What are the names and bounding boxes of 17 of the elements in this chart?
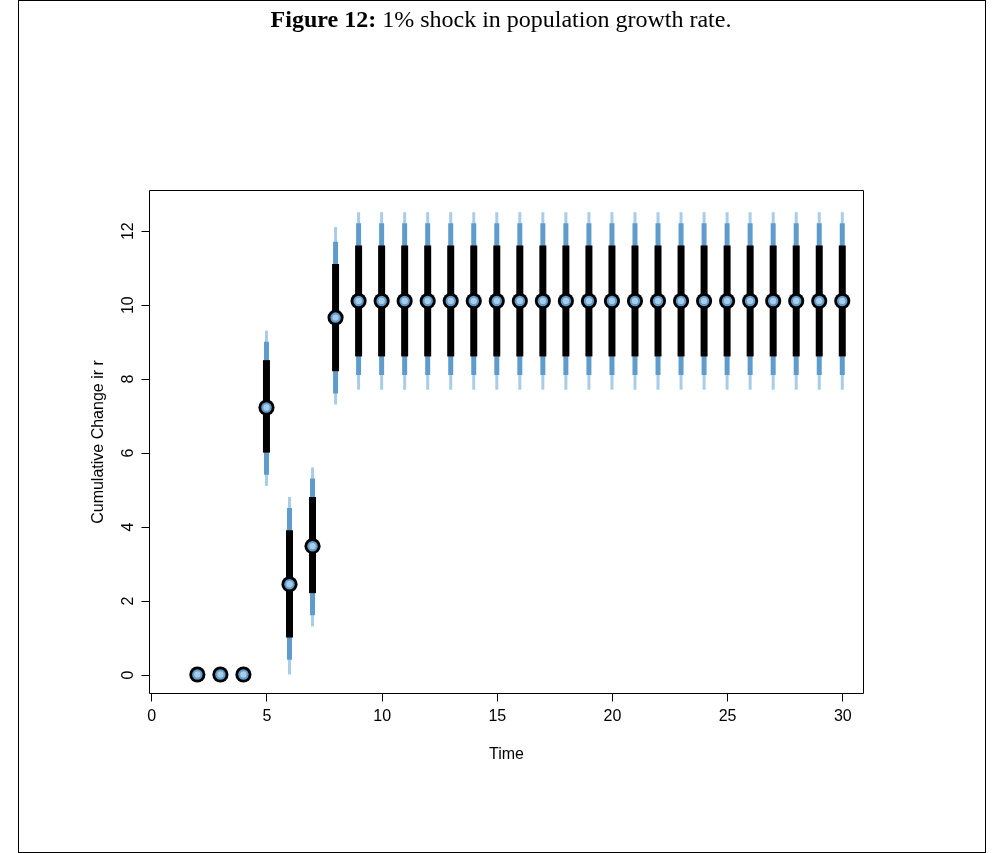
y-tick-label: 10: [118, 296, 136, 315]
x-tick-label: 20: [603, 706, 622, 724]
y-tick-label: 12: [118, 222, 136, 241]
x-tick-label: 5: [262, 706, 272, 724]
y-tick-label: 6: [118, 448, 136, 458]
y-tick-label: 0: [118, 670, 136, 680]
x-axis-title: Time: [489, 744, 525, 762]
y-tick-label: 8: [118, 374, 136, 384]
x-tick-label: 0: [147, 706, 157, 724]
x-tick-label: 10: [373, 706, 392, 724]
chart-title: Figure 12: 1% shock in population growth rate.: [269, 6, 733, 33]
x-tick-label: 25: [718, 706, 737, 724]
y-tick-label: 4: [118, 522, 136, 532]
y-tick-label: 2: [118, 596, 136, 606]
x-tick-label: 30: [833, 706, 852, 724]
x-tick-label: 15: [488, 706, 507, 724]
y-axis-title: Cumulative Change ir r: [88, 359, 106, 524]
